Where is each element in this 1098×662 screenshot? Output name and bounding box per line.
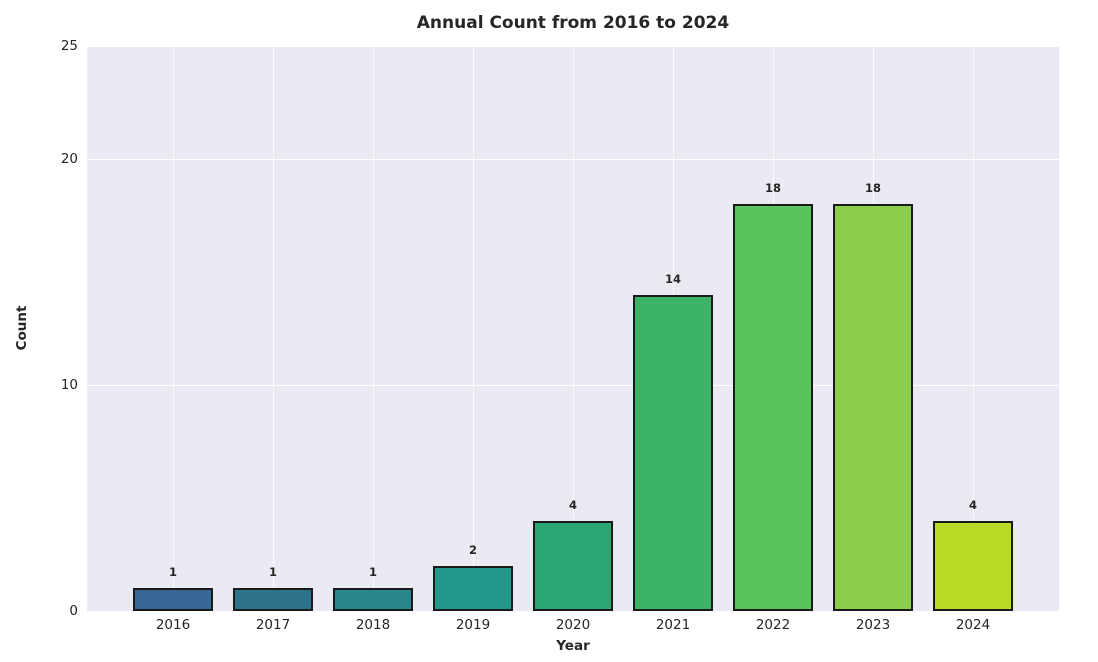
bar-value-label: 4 — [968, 498, 977, 512]
x-tick-label: 2016 — [155, 617, 191, 633]
x-tick-label: 2022 — [755, 617, 791, 633]
y-tick-label: 0 — [69, 603, 78, 619]
x-tick-label: 2024 — [955, 617, 991, 633]
y-axis-label: Count — [14, 305, 30, 351]
x-tick-label: 2023 — [855, 617, 891, 633]
x-tick-label: 2017 — [255, 617, 291, 633]
gridline-vertical — [572, 46, 574, 611]
bar-2023 — [833, 204, 913, 611]
x-axis-label: Year — [556, 638, 590, 654]
bar-2018 — [333, 588, 413, 611]
bar-value-label: 18 — [864, 181, 881, 195]
gridline-vertical — [372, 46, 374, 611]
x-tick-label: 2019 — [455, 617, 491, 633]
bar-value-label: 14 — [664, 272, 681, 286]
x-tick-label: 2021 — [655, 617, 691, 633]
gridline-vertical — [972, 46, 974, 611]
y-tick-label: 10 — [60, 377, 78, 393]
y-tick-label: 20 — [60, 151, 78, 167]
bar-value-label: 18 — [764, 181, 781, 195]
chart-title: Annual Count from 2016 to 2024 — [416, 13, 730, 33]
bar-2020 — [533, 521, 613, 611]
bar-value-label: 1 — [168, 565, 177, 579]
x-tick-label: 2018 — [355, 617, 391, 633]
gridline-vertical — [472, 46, 474, 611]
bar-2019 — [433, 566, 513, 611]
bar-2021 — [633, 295, 713, 611]
plot-area: 1 1 1 2 4 14 18 18 4 — [87, 46, 1059, 611]
y-tick-label: 25 — [60, 38, 78, 54]
bar-value-label: 2 — [468, 543, 477, 557]
bar-2017 — [233, 588, 313, 611]
gridline-vertical — [272, 46, 274, 611]
x-tick-label: 2020 — [555, 617, 591, 633]
bar-value-label: 4 — [568, 498, 577, 512]
bar-2022 — [733, 204, 813, 611]
gridline-vertical — [172, 46, 174, 611]
bar-value-label: 1 — [268, 565, 277, 579]
bar-value-label: 1 — [368, 565, 377, 579]
bar-2016 — [133, 588, 213, 611]
bar-2024 — [933, 521, 1013, 611]
